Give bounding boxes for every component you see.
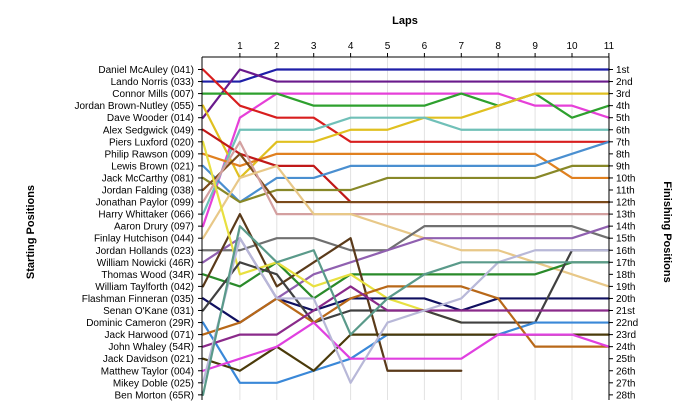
finishing-position-label: 2nd <box>616 77 633 88</box>
x-tick-label: 11 <box>604 41 615 52</box>
starting-position-label: Alex Sedgwick (049) <box>103 125 194 136</box>
finishing-position-label: 23rd <box>616 330 636 341</box>
series-line-10 <box>201 140 611 204</box>
x-tick-label: 2 <box>274 41 280 52</box>
finishing-position-label: 25th <box>616 354 635 365</box>
starting-position-label: William Taylforth (042) <box>95 282 194 293</box>
series-line-13 <box>201 140 611 216</box>
series-line-17 <box>201 261 611 300</box>
finishing-position-label: 17th <box>616 258 635 269</box>
series-line-27 <box>201 237 611 384</box>
starting-position-label: Dominic Cameron (29R) <box>86 318 194 329</box>
starting-position-label: Jordan Brown-Nutley (055) <box>75 101 195 112</box>
starting-position-label: Harry Whittaker (066) <box>98 210 194 221</box>
starting-position-label: Matthew Taylor (004) <box>101 366 194 377</box>
starting-position-label: Piers Luxford (020) <box>109 137 194 148</box>
series-line-7 <box>201 116 611 216</box>
series-line-11 <box>201 164 611 204</box>
finishing-position-label: 26th <box>616 366 635 377</box>
starting-position-label: Daniel McAuley (041) <box>98 65 194 76</box>
series-line-12 <box>201 152 611 204</box>
series-line-6 <box>201 92 611 180</box>
series-line-15 <box>201 225 611 252</box>
starting-position-label: Jonathan Paylor (099) <box>96 198 194 209</box>
finishing-position-label: 19th <box>616 282 635 293</box>
starting-position-label: Lando Norris (033) <box>111 77 194 88</box>
finishing-position-label: 5th <box>616 113 630 124</box>
x-tick-label: 6 <box>422 41 428 52</box>
starting-position-label: Senan O'Kane (031) <box>103 306 194 317</box>
starting-position-label: Jack McCarthy (081) <box>102 173 194 184</box>
finishing-position-label: 24th <box>616 342 635 353</box>
finishing-position-label: 10th <box>616 173 635 184</box>
finishing-position-label: 21st <box>616 306 635 317</box>
finishing-position-label: 28th <box>616 390 635 401</box>
finishing-position-label: 14th <box>616 222 635 233</box>
starting-position-label: Finlay Hutchison (044) <box>94 234 194 245</box>
series-line-3 <box>201 92 611 228</box>
starting-position-label: Dave Wooder (014) <box>107 113 194 124</box>
starting-position-label: Lewis Brown (021) <box>111 161 194 172</box>
axis-labels: 1 2 3 4 5 6 7 8 9 10 11 Daniel McAuley (041) 1st Land… <box>75 41 639 401</box>
finishing-position-label: 7th <box>616 137 630 148</box>
series-line-24 <box>201 285 611 348</box>
starting-position-label: Connor Mills (007) <box>112 89 194 100</box>
finishing-position-label: 18th <box>616 270 635 281</box>
finishing-position-label: 15th <box>616 234 635 245</box>
series-line-18 <box>201 213 463 372</box>
x-tick-label: 7 <box>459 41 465 52</box>
series-line-2 <box>201 68 611 119</box>
series-line-26 <box>201 321 611 372</box>
series-line-28 <box>201 225 611 396</box>
starting-position-label: Mikey Doble (025) <box>113 378 194 389</box>
series-line-4 <box>201 92 611 119</box>
finishing-position-label: 13th <box>616 210 635 221</box>
finishing-position-label: 4th <box>616 101 630 112</box>
x-axis-title: Laps <box>392 15 418 27</box>
grid-lines <box>239 57 610 400</box>
starting-position-label: Jordan Falding (038) <box>102 186 194 197</box>
finishing-position-label: 9th <box>616 161 630 172</box>
x-tick-label: 9 <box>532 41 538 52</box>
finishing-position-label: 27th <box>616 378 635 389</box>
series-line-1 <box>201 68 611 83</box>
starting-position-label: Philip Rawson (009) <box>105 149 195 160</box>
series-line-14 <box>201 164 611 288</box>
finishing-position-label: 1st <box>616 65 630 76</box>
series-line-22 <box>201 321 611 384</box>
x-tick-label: 4 <box>348 41 354 52</box>
finishing-position-label: 20th <box>616 294 635 305</box>
starting-position-label: Ben Morton (65R) <box>115 390 194 401</box>
starting-position-label: John Whaley (54R) <box>108 342 194 353</box>
axes <box>198 53 613 400</box>
finishing-position-label: 16th <box>616 246 635 257</box>
finishing-position-label: 6th <box>616 125 630 136</box>
starting-position-label: Aaron Drury (097) <box>114 222 194 233</box>
series-layer <box>201 68 611 396</box>
starting-position-label: Jack Harwood (071) <box>105 330 194 341</box>
series-line-19 <box>201 140 463 324</box>
starting-position-label: Thomas Wood (34R) <box>101 270 194 281</box>
x-tick-label: 1 <box>237 41 243 52</box>
starting-position-label: Jack Davidson (021) <box>103 354 194 365</box>
x-tick-label: 8 <box>495 41 501 52</box>
right-axis-title: Finishing Positions <box>661 181 673 282</box>
starting-position-label: Jordan Hollands (023) <box>96 246 194 257</box>
finishing-position-label: 22nd <box>616 318 638 329</box>
finishing-position-label: 8th <box>616 149 630 160</box>
series-line-8 <box>201 152 611 180</box>
x-tick-label: 3 <box>311 41 317 52</box>
finishing-position-label: 12th <box>616 198 635 209</box>
starting-position-label: William Nowicki (46R) <box>97 258 194 269</box>
starting-position-label: Flashman Finneran (035) <box>82 294 194 305</box>
left-axis-title: Starting Positions <box>25 185 37 279</box>
finishing-position-label: 3rd <box>616 89 630 100</box>
series-line-5 <box>201 68 611 143</box>
x-tick-label: 5 <box>385 41 391 52</box>
series-line-25 <box>201 333 611 372</box>
x-tick-label: 10 <box>566 41 578 52</box>
finishing-position-label: 11th <box>616 186 635 197</box>
